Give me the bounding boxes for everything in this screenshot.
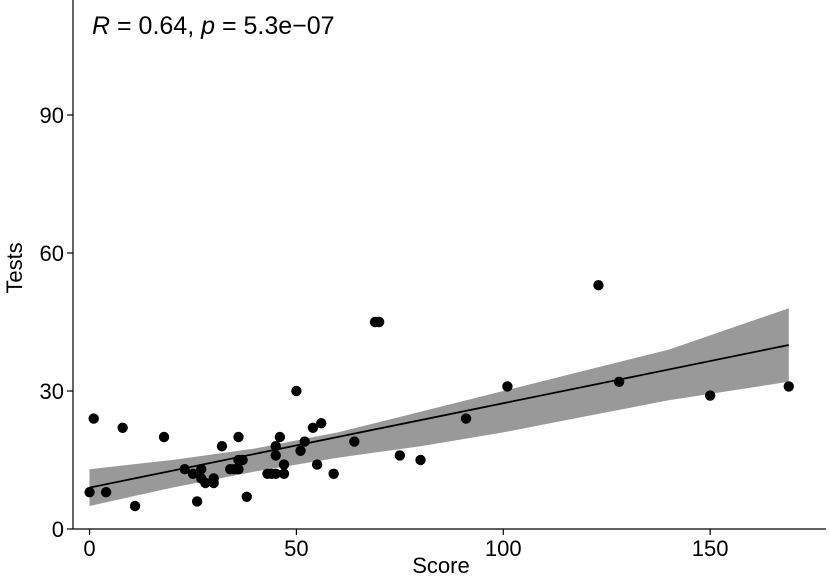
x-tick-label: 150	[692, 536, 729, 561]
data-point	[291, 385, 302, 397]
r-symbol: R	[92, 12, 110, 40]
data-point	[216, 441, 228, 452]
data-point	[274, 431, 286, 443]
data-points-layer	[84, 280, 794, 512]
correlation-annotation: R = 0.64, p = 5.3e−07	[92, 12, 335, 40]
confidence-band	[89, 308, 789, 506]
data-point	[196, 464, 207, 475]
data-point	[460, 413, 472, 424]
data-point	[84, 487, 95, 498]
data-point	[311, 459, 323, 470]
data-point	[158, 431, 170, 443]
data-point	[299, 436, 310, 447]
data-point	[200, 477, 211, 489]
data-point	[704, 390, 716, 401]
y-tick-label: 90	[40, 103, 64, 128]
y-axis-title: Tests	[2, 242, 27, 293]
axes-layer	[72, 0, 826, 530]
data-point	[117, 422, 128, 433]
x-axis-title: Score	[412, 553, 469, 578]
data-point	[394, 450, 406, 461]
data-point	[415, 454, 426, 466]
data-point	[270, 441, 281, 452]
data-point	[208, 477, 219, 489]
data-point	[783, 381, 794, 392]
data-point	[593, 280, 604, 291]
y-tick-label: 60	[40, 241, 64, 266]
regression-line-layer	[89, 344, 789, 489]
data-point	[237, 454, 248, 466]
p-value-text: = 5.3e−07	[215, 12, 335, 40]
confidence-band-layer	[89, 308, 789, 506]
data-point	[278, 468, 290, 479]
y-tick-label: 0	[52, 517, 64, 542]
x-tick-label: 100	[485, 536, 522, 561]
data-point	[191, 496, 203, 507]
r-value-text: = 0.64,	[110, 12, 201, 40]
data-point	[100, 487, 112, 498]
data-point	[349, 436, 360, 447]
data-point	[316, 418, 327, 429]
data-point	[241, 491, 252, 502]
data-point	[278, 459, 290, 470]
x-tick-label: 0	[83, 536, 95, 561]
data-point	[307, 422, 319, 433]
data-point	[295, 445, 306, 456]
p-symbol: p	[200, 12, 215, 40]
data-point	[502, 381, 513, 392]
data-point	[233, 464, 244, 475]
data-point	[129, 500, 141, 512]
data-point	[270, 468, 281, 479]
data-point	[187, 468, 199, 479]
data-point	[179, 464, 190, 475]
data-point	[233, 431, 244, 443]
data-point	[270, 450, 281, 461]
data-point	[88, 413, 99, 424]
regression-line	[89, 344, 789, 489]
data-point	[613, 376, 625, 387]
y-tick-label: 30	[40, 379, 64, 404]
x-tick-label: 50	[284, 536, 308, 561]
tick-layer: 0 50 100 150 0 30 60 90	[40, 103, 729, 561]
data-point	[328, 468, 339, 479]
data-point	[373, 316, 385, 328]
